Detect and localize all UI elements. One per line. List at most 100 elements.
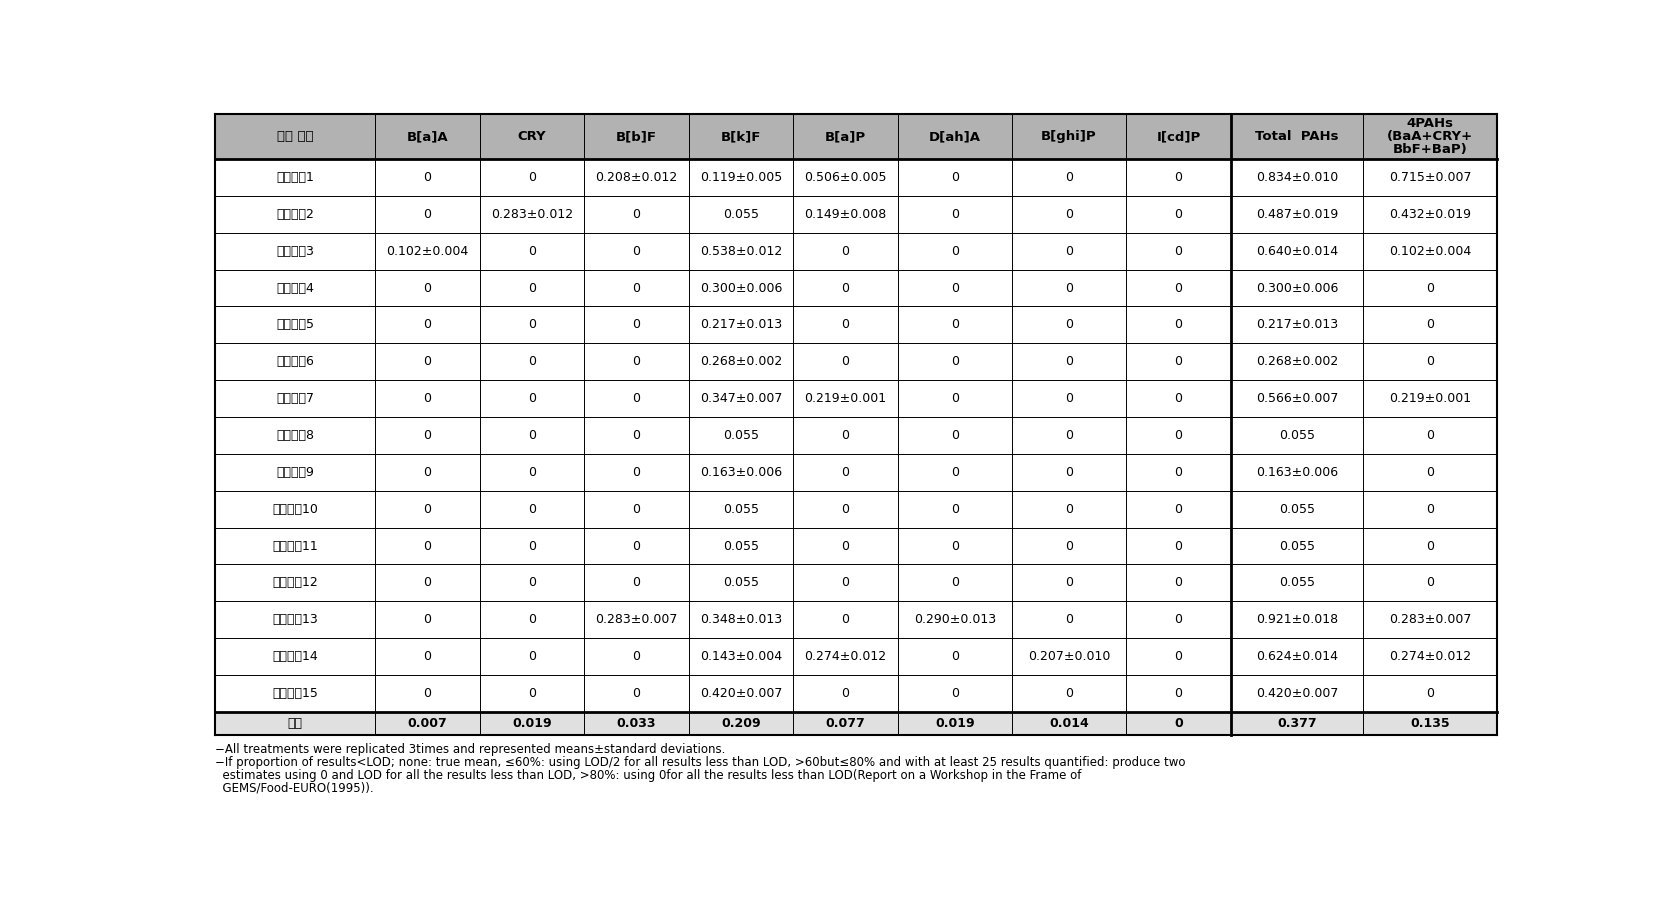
Text: 0: 0 bbox=[950, 650, 959, 663]
Text: 훈제연어6: 훈제연어6 bbox=[276, 355, 314, 368]
Bar bbox=[584, 454, 688, 491]
Text: 0.506±0.005: 0.506±0.005 bbox=[805, 171, 887, 184]
Bar bbox=[1363, 233, 1496, 270]
Text: B[a]A: B[a]A bbox=[406, 130, 448, 143]
Bar bbox=[479, 675, 584, 712]
Bar bbox=[215, 115, 376, 159]
Bar bbox=[215, 270, 376, 307]
Text: 0: 0 bbox=[528, 318, 536, 331]
Text: 0: 0 bbox=[842, 687, 850, 700]
Bar bbox=[1363, 381, 1496, 417]
Bar bbox=[479, 159, 584, 196]
Text: 0.149±0.008: 0.149±0.008 bbox=[805, 207, 887, 221]
Bar bbox=[479, 417, 584, 454]
Text: 훈제연어15: 훈제연어15 bbox=[272, 687, 317, 700]
Bar bbox=[793, 115, 898, 159]
Bar bbox=[1231, 307, 1363, 344]
Bar bbox=[215, 307, 376, 344]
Bar bbox=[1363, 159, 1496, 196]
Bar bbox=[215, 233, 376, 270]
Text: 0.283±0.007: 0.283±0.007 bbox=[595, 613, 678, 626]
Bar bbox=[376, 712, 479, 735]
Bar bbox=[1126, 417, 1231, 454]
Bar bbox=[898, 602, 1012, 639]
Text: 0.420±0.007: 0.420±0.007 bbox=[700, 687, 782, 700]
Bar bbox=[688, 233, 793, 270]
Bar bbox=[793, 417, 898, 454]
Bar bbox=[1363, 115, 1496, 159]
Bar bbox=[1012, 491, 1126, 528]
Text: 훈제연어12: 훈제연어12 bbox=[272, 576, 317, 589]
Bar bbox=[688, 528, 793, 565]
Text: D[ah]A: D[ah]A bbox=[929, 130, 980, 143]
Text: 0.019: 0.019 bbox=[513, 717, 551, 730]
Text: 0.834±0.010: 0.834±0.010 bbox=[1256, 171, 1338, 184]
Text: 0: 0 bbox=[633, 244, 640, 258]
Bar bbox=[584, 115, 688, 159]
Text: 0.274±0.012: 0.274±0.012 bbox=[1389, 650, 1471, 663]
Bar bbox=[1012, 712, 1126, 735]
Bar bbox=[1012, 381, 1126, 417]
Text: 0: 0 bbox=[633, 687, 640, 700]
Text: 0: 0 bbox=[1065, 539, 1074, 553]
Bar bbox=[688, 639, 793, 675]
Bar bbox=[1012, 115, 1126, 159]
Bar bbox=[1012, 233, 1126, 270]
Text: 0: 0 bbox=[1065, 687, 1074, 700]
Text: 0: 0 bbox=[1065, 465, 1074, 479]
Text: 0.055: 0.055 bbox=[723, 502, 758, 516]
Bar bbox=[584, 565, 688, 602]
Bar bbox=[1231, 196, 1363, 233]
Text: estimates using 0 and LOD for all the results less than LOD, >80%: using 0for al: estimates using 0 and LOD for all the re… bbox=[215, 769, 1082, 782]
Bar bbox=[898, 528, 1012, 565]
Bar bbox=[479, 602, 584, 639]
Bar bbox=[376, 454, 479, 491]
Bar bbox=[584, 233, 688, 270]
Text: 0: 0 bbox=[424, 465, 431, 479]
Text: 0.566±0.007: 0.566±0.007 bbox=[1256, 392, 1338, 405]
Bar bbox=[688, 565, 793, 602]
Bar bbox=[898, 196, 1012, 233]
Bar bbox=[1126, 675, 1231, 712]
Bar bbox=[1363, 639, 1496, 675]
Bar bbox=[376, 159, 479, 196]
Bar bbox=[793, 233, 898, 270]
Text: 0: 0 bbox=[528, 355, 536, 368]
Text: 0: 0 bbox=[842, 244, 850, 258]
Text: 0.283±0.007: 0.283±0.007 bbox=[1389, 613, 1471, 626]
Text: 0: 0 bbox=[950, 687, 959, 700]
Bar bbox=[1126, 454, 1231, 491]
Text: 0: 0 bbox=[1065, 244, 1074, 258]
Text: 0: 0 bbox=[528, 429, 536, 442]
Text: 0: 0 bbox=[424, 687, 431, 700]
Bar bbox=[584, 196, 688, 233]
Bar bbox=[1012, 528, 1126, 565]
Bar bbox=[688, 381, 793, 417]
Bar bbox=[1363, 344, 1496, 381]
Bar bbox=[793, 712, 898, 735]
Text: 0: 0 bbox=[424, 207, 431, 221]
Bar bbox=[1363, 675, 1496, 712]
Text: 0: 0 bbox=[528, 465, 536, 479]
Text: 0: 0 bbox=[424, 355, 431, 368]
Text: 0: 0 bbox=[842, 502, 850, 516]
Bar bbox=[479, 565, 584, 602]
Bar bbox=[215, 712, 376, 735]
Text: 0: 0 bbox=[424, 502, 431, 516]
Bar bbox=[1126, 639, 1231, 675]
Text: 훈제연어8: 훈제연어8 bbox=[276, 429, 314, 442]
Bar bbox=[1231, 675, 1363, 712]
Bar bbox=[1363, 417, 1496, 454]
Text: 0.290±0.013: 0.290±0.013 bbox=[913, 613, 995, 626]
Text: 0: 0 bbox=[1174, 392, 1182, 405]
Text: 0: 0 bbox=[528, 650, 536, 663]
Text: 0: 0 bbox=[528, 539, 536, 553]
Bar bbox=[1126, 196, 1231, 233]
Bar bbox=[688, 196, 793, 233]
Text: 0: 0 bbox=[950, 539, 959, 553]
Bar bbox=[376, 270, 479, 307]
Text: 0: 0 bbox=[424, 613, 431, 626]
Bar bbox=[793, 565, 898, 602]
Text: 0: 0 bbox=[528, 244, 536, 258]
Text: 0: 0 bbox=[1065, 576, 1074, 589]
